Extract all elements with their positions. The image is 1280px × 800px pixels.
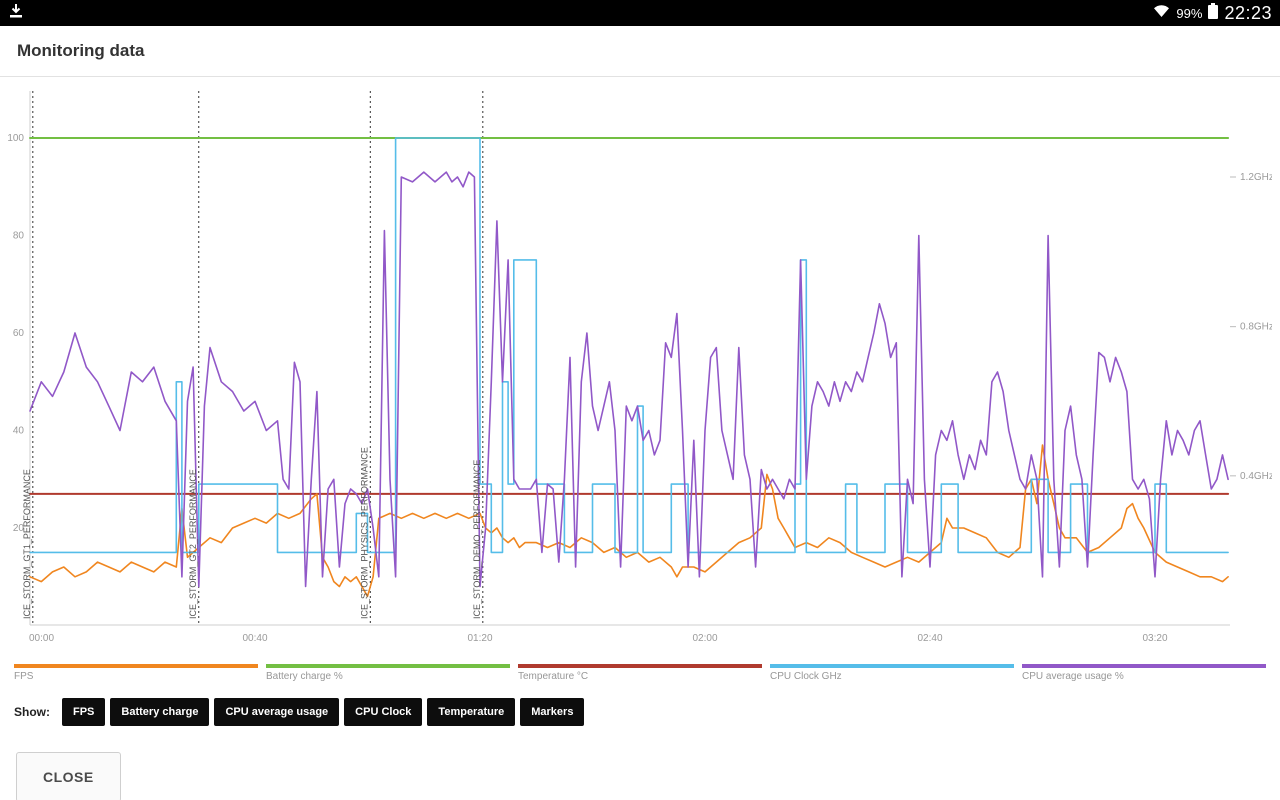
svg-text:40: 40 xyxy=(13,426,25,437)
legend-item: Temperature °C xyxy=(518,664,762,682)
wifi-icon xyxy=(1153,4,1170,23)
legend-color-bar xyxy=(14,664,258,668)
show-toggle-temperature[interactable]: Temperature xyxy=(427,698,516,726)
legend-item: CPU average usage % xyxy=(1022,664,1266,682)
marker-label: ICE_STORM_GT1_PERFORMANCE xyxy=(22,469,32,619)
status-bar: 99% 22:23 xyxy=(0,0,1280,26)
legend-label: Battery charge % xyxy=(266,671,343,682)
legend-item: FPS xyxy=(14,664,258,682)
battery-icon xyxy=(1208,2,1219,24)
marker-label: ICE_STORM_PHYSICS_PERFORMANCE xyxy=(359,447,369,619)
marker-label: ICE_STORM_GT2_PERFORMANCE xyxy=(188,469,198,619)
monitoring-chart: 20 40 60 80 100 1.2GHz 0.8GHz 0.4GHz 00:00 00:40 0… xyxy=(7,91,1274,644)
svg-text:100: 100 xyxy=(8,133,24,144)
chart-legend: FPS Battery charge % Temperature °C CPU Clo… xyxy=(14,664,1266,682)
svg-text:60: 60 xyxy=(13,328,25,339)
svg-text:01:20: 01:20 xyxy=(467,633,492,644)
legend-color-bar xyxy=(1022,664,1266,668)
svg-text:0.8GHz: 0.8GHz xyxy=(1240,322,1272,333)
show-toggle-battery-charge[interactable]: Battery charge xyxy=(110,698,210,726)
show-toggle-markers[interactable]: Markers xyxy=(520,698,585,726)
clock-time: 22:23 xyxy=(1224,2,1272,23)
legend-color-bar xyxy=(770,664,1014,668)
show-toggle-cpu-clock[interactable]: CPU Clock xyxy=(344,698,423,726)
show-controls: Show: FPS Battery charge CPU average usage… xyxy=(14,698,1266,726)
close-button[interactable]: CLOSE xyxy=(16,752,121,800)
legend-label: CPU Clock GHz xyxy=(770,671,842,682)
marker-label: ICE_STORM_DEMO_PERFORMANCE xyxy=(472,460,482,619)
legend-label: Temperature °C xyxy=(518,671,589,682)
battery-percentage: 99% xyxy=(1176,5,1203,21)
legend-item: Battery charge % xyxy=(266,664,510,682)
legend-label: CPU average usage % xyxy=(1022,671,1124,682)
footer: CLOSE xyxy=(16,752,1264,800)
chart-container: 20 40 60 80 100 1.2GHz 0.8GHz 0.4GHz 00:00 00:40 0… xyxy=(7,83,1274,662)
svg-text:00:40: 00:40 xyxy=(242,633,267,644)
legend-label: FPS xyxy=(14,671,34,682)
svg-text:1.2GHz: 1.2GHz xyxy=(1240,172,1272,183)
svg-text:02:40: 02:40 xyxy=(917,633,942,644)
page-title: Monitoring data xyxy=(17,41,145,60)
svg-text:02:00: 02:00 xyxy=(692,633,717,644)
svg-text:0.4GHz: 0.4GHz xyxy=(1240,471,1272,482)
download-icon xyxy=(8,3,24,24)
show-label: Show: xyxy=(14,705,50,719)
show-toggle-fps[interactable]: FPS xyxy=(62,698,106,726)
svg-text:03:20: 03:20 xyxy=(1142,633,1167,644)
legend-color-bar xyxy=(266,664,510,668)
legend-color-bar xyxy=(518,664,762,668)
svg-text:20: 20 xyxy=(13,523,25,534)
page-header: Monitoring data xyxy=(0,26,1280,77)
legend-item: CPU Clock GHz xyxy=(770,664,1014,682)
show-toggle-cpu-average-usage[interactable]: CPU average usage xyxy=(214,698,340,726)
svg-text:00:00: 00:00 xyxy=(29,633,54,644)
svg-text:80: 80 xyxy=(13,231,25,242)
